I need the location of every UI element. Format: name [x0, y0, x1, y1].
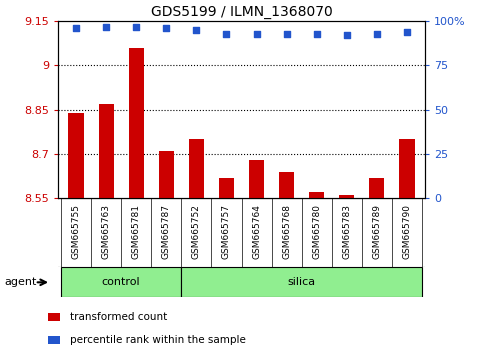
Point — [102, 24, 110, 29]
Point — [403, 29, 411, 35]
Bar — [61, 267, 181, 297]
Text: GSM665780: GSM665780 — [312, 204, 321, 259]
Bar — [128, 48, 144, 198]
Text: percentile rank within the sample: percentile rank within the sample — [70, 335, 246, 345]
Bar — [399, 139, 414, 198]
Bar — [249, 160, 264, 198]
Text: GSM665783: GSM665783 — [342, 204, 351, 259]
Bar — [339, 195, 355, 198]
Text: GSM665789: GSM665789 — [372, 204, 382, 259]
Bar — [219, 178, 234, 198]
Text: silica: silica — [287, 277, 316, 287]
Bar — [279, 172, 294, 198]
Title: GDS5199 / ILMN_1368070: GDS5199 / ILMN_1368070 — [151, 5, 332, 19]
Bar — [309, 192, 324, 198]
Text: GSM665763: GSM665763 — [101, 204, 111, 259]
Text: GSM665757: GSM665757 — [222, 204, 231, 259]
Bar — [48, 336, 60, 344]
Text: agent: agent — [5, 277, 37, 287]
Bar — [159, 151, 174, 198]
Text: transformed count: transformed count — [70, 312, 167, 322]
Point — [72, 25, 80, 31]
Point — [193, 27, 200, 33]
Text: GSM665781: GSM665781 — [132, 204, 141, 259]
Point — [313, 31, 321, 36]
Bar — [189, 139, 204, 198]
Text: GSM665790: GSM665790 — [402, 204, 412, 259]
Point — [283, 31, 290, 36]
Point — [162, 25, 170, 31]
Bar — [69, 113, 84, 198]
Point — [132, 24, 140, 29]
Text: control: control — [102, 277, 141, 287]
Point — [253, 31, 260, 36]
Bar — [181, 267, 422, 297]
Text: GSM665755: GSM665755 — [71, 204, 81, 259]
Bar — [48, 313, 60, 321]
Text: GSM665752: GSM665752 — [192, 204, 201, 259]
Text: GSM665764: GSM665764 — [252, 204, 261, 259]
Bar — [99, 104, 114, 198]
Point — [223, 31, 230, 36]
Point — [373, 31, 381, 36]
Text: GSM665768: GSM665768 — [282, 204, 291, 259]
Bar — [369, 178, 384, 198]
Text: GSM665787: GSM665787 — [162, 204, 171, 259]
Point — [343, 33, 351, 38]
